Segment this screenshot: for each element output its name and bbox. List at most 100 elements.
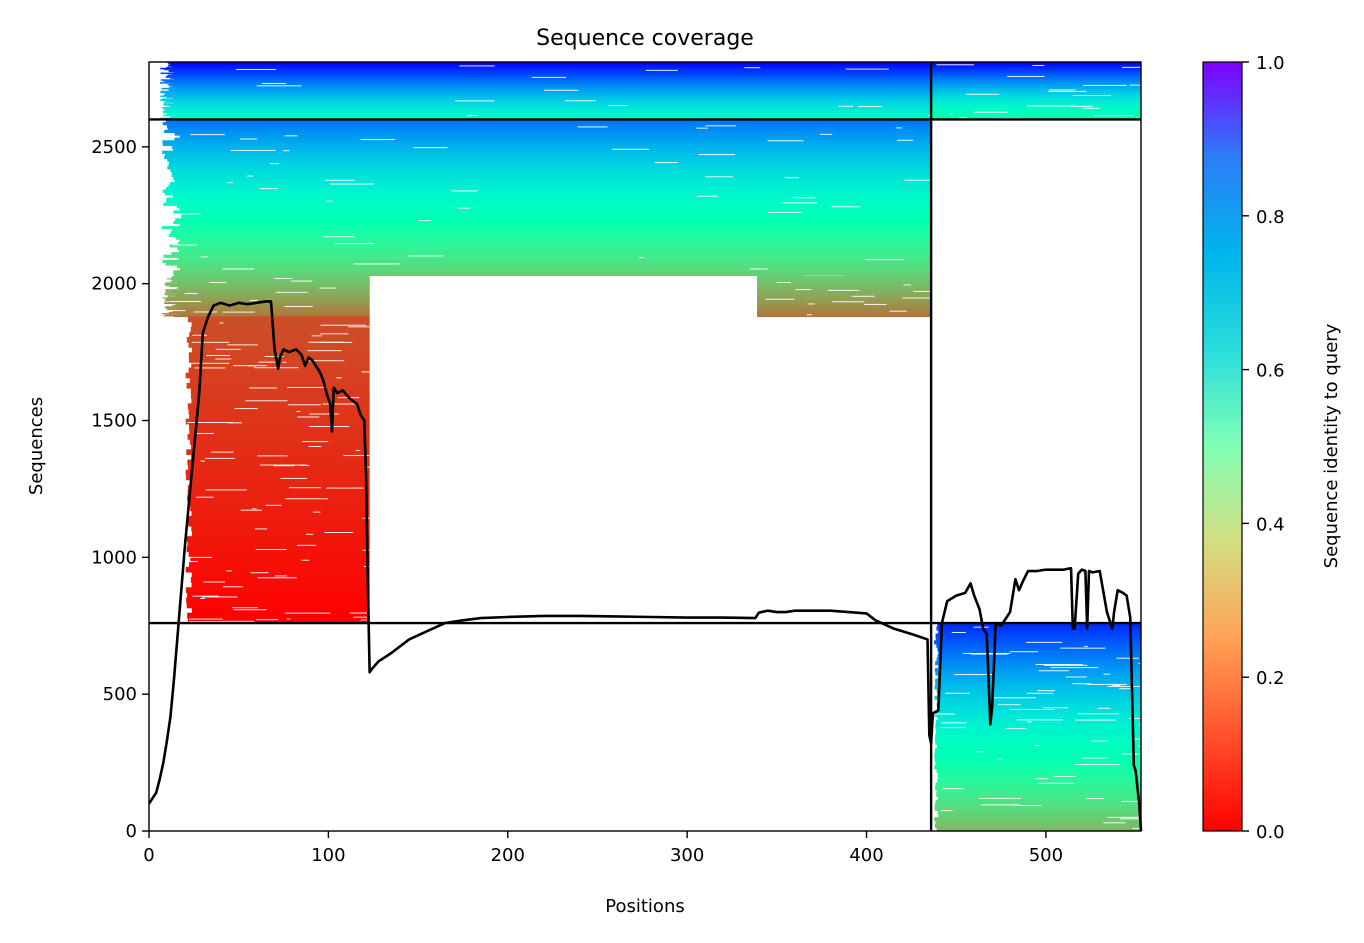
coverage-band <box>931 107 1141 109</box>
gap-streak <box>308 446 322 447</box>
coverage-band <box>935 671 1141 676</box>
coverage-line <box>147 300 1143 832</box>
coverage-band <box>757 290 932 292</box>
coverage-band <box>190 393 370 399</box>
gap-streak <box>211 451 234 453</box>
gap-streak <box>705 176 734 178</box>
gap-streak <box>945 692 970 694</box>
coverage-band <box>938 650 1141 655</box>
gap-streak <box>309 426 350 428</box>
coverage-band <box>168 291 370 294</box>
gap-streak <box>889 310 907 312</box>
coverage-band <box>162 111 932 114</box>
coverage-band <box>934 754 1141 759</box>
coverage-band <box>757 312 932 314</box>
coverage-band <box>757 291 932 293</box>
coverage-band <box>168 105 932 107</box>
coverage-band <box>937 654 1141 659</box>
gap-streak <box>776 282 791 283</box>
coverage-band <box>931 76 1141 78</box>
gap-streak <box>1082 757 1108 759</box>
coverage-band <box>931 77 1141 79</box>
colorbar-tick-label: 0.8 <box>1256 207 1285 228</box>
gap-streak <box>360 139 396 141</box>
coverage-band <box>757 306 932 308</box>
coverage-band <box>757 277 932 279</box>
gap-streak <box>1016 719 1063 721</box>
coverage-band <box>179 207 932 212</box>
coverage-band <box>934 765 1141 770</box>
coverage-band <box>168 163 932 167</box>
coverage-band <box>937 810 1141 815</box>
coverage-band <box>188 367 370 374</box>
gap-streak <box>1053 775 1076 777</box>
coverage-band <box>191 454 370 461</box>
coverage-band <box>170 168 932 173</box>
gap-streak <box>451 190 478 192</box>
gap-streak <box>1121 753 1141 755</box>
coverage-band <box>177 246 932 251</box>
gap-streak <box>954 674 995 676</box>
gap-streak <box>980 804 1021 806</box>
gap-streak <box>273 465 295 467</box>
coverage-band <box>931 84 1141 86</box>
coverage-band <box>931 93 1141 96</box>
coverage-band <box>934 695 1141 700</box>
gap-streak <box>320 333 349 335</box>
coverage-band <box>164 306 370 309</box>
coverage-band <box>935 727 1141 732</box>
coverage-band <box>178 257 932 261</box>
coverage-band <box>185 418 370 425</box>
gap-streak <box>296 410 301 412</box>
gap-streak <box>970 653 1008 655</box>
coverage-band <box>935 633 1141 638</box>
gap-streak <box>355 450 361 451</box>
coverage-band <box>931 78 1141 80</box>
coverage-band <box>162 142 932 147</box>
y-tick-label: 2000 <box>91 274 137 295</box>
gap-streak <box>975 751 984 753</box>
coverage-block <box>181 316 370 624</box>
coverage-band <box>165 289 370 291</box>
coverage-band <box>170 181 932 186</box>
coverage-band <box>191 362 370 369</box>
coverage-band <box>160 79 932 81</box>
coverage-band <box>934 668 1141 673</box>
coverage-band <box>164 302 370 305</box>
coverage-band <box>757 296 932 298</box>
coverage-block <box>931 62 1141 121</box>
gap-streak <box>931 713 955 715</box>
gap-streak <box>235 69 277 70</box>
coverage-band <box>160 72 932 75</box>
coverage-band <box>169 116 932 119</box>
coverage-band <box>168 311 370 313</box>
gap-streak <box>288 487 322 489</box>
coverage-band <box>757 276 932 279</box>
coverage-band <box>166 96 932 99</box>
gap-streak <box>1074 719 1116 721</box>
gap-streak <box>245 400 288 402</box>
coverage-band <box>757 285 932 287</box>
gap-streak <box>1137 745 1141 747</box>
gap-streak <box>827 289 860 291</box>
coverage-band <box>931 106 1141 108</box>
gap-streak <box>973 626 989 628</box>
coverage-band <box>159 82 932 84</box>
coverage-band <box>163 254 932 258</box>
gap-streak <box>1072 95 1111 97</box>
coverage-band <box>931 68 1141 71</box>
gap-streak <box>254 367 299 369</box>
coverage-band <box>931 66 1141 69</box>
coverage-band <box>931 116 1141 119</box>
gap-streak <box>1118 688 1133 690</box>
coverage-band <box>164 292 370 294</box>
coverage-band <box>187 490 370 496</box>
coverage-band <box>935 723 1141 728</box>
coverage-band <box>164 129 932 134</box>
coverage-band <box>178 293 370 295</box>
coverage-band <box>164 93 932 96</box>
coverage-band <box>931 72 1141 75</box>
coverage-band <box>174 179 932 183</box>
coverage-band <box>931 87 1141 90</box>
coverage-band <box>171 277 370 279</box>
